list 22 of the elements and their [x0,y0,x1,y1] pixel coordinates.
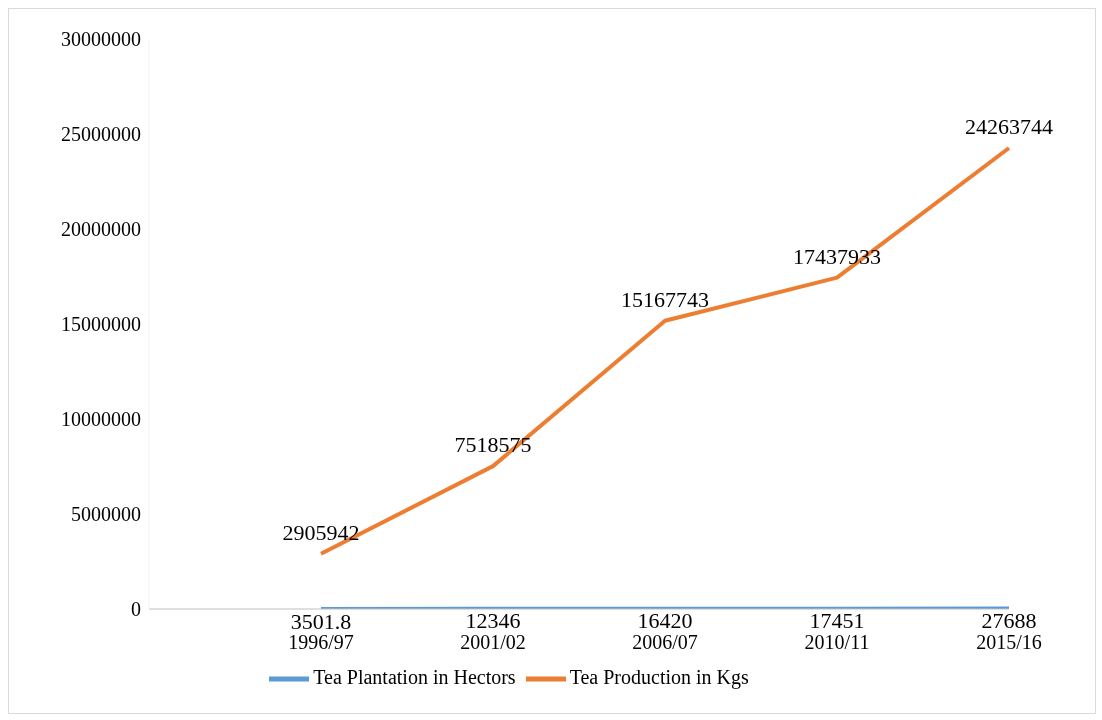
x-tick-label: 2010/11 [804,631,870,654]
legend-label: Tea Production in Kgs [569,665,749,688]
data-label: 3501.8 [290,608,352,634]
legend-label: Tea Plantation in Hectors [313,665,516,688]
y-tick-label: 15000000 [61,313,141,336]
y-tick-label: 10000000 [61,408,141,431]
x-tick-label: 1996/97 [288,631,354,654]
x-tick-label: 2006/07 [632,631,698,654]
data-label: 17451 [809,608,865,634]
y-tick-label: 0 [131,598,141,621]
y-tick-label: 25000000 [61,123,141,146]
x-tick-label: 2001/02 [460,631,526,654]
y-tick-label: 20000000 [61,218,141,241]
data-label: 16420 [637,608,693,634]
x-tick-label: 2015/16 [976,631,1042,654]
data-label: 2905942 [282,519,360,545]
data-label: 12346 [465,608,521,634]
y-tick-label: 5000000 [71,503,141,526]
y-tick-label: 30000000 [61,28,141,51]
data-label: 24263744 [965,113,1053,139]
data-label: 27688 [981,608,1037,634]
data-label: 15167743 [621,286,709,312]
